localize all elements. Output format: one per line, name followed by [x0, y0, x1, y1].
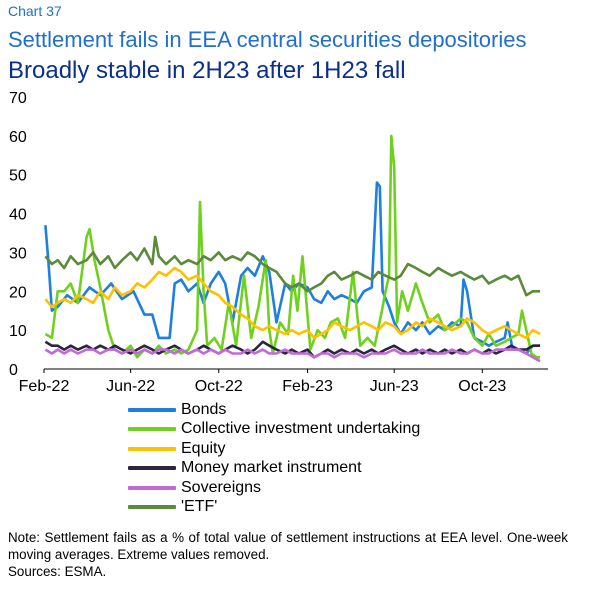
- legend-item: 'ETF': [128, 498, 420, 518]
- x-tick-label: Feb-23: [282, 378, 333, 395]
- legend-label: Sovereigns: [181, 478, 262, 496]
- y-tick-label: 20: [9, 284, 27, 301]
- x-tick-label: Oct-23: [458, 378, 506, 395]
- y-tick-label: 0: [9, 362, 18, 379]
- legend-swatch: [128, 505, 176, 510]
- y-tick-label: 50: [9, 168, 27, 185]
- footnote: Note: Settlement fails as a % of total v…: [8, 529, 568, 580]
- legend-label: Money market instrument: [181, 459, 362, 477]
- legend-swatch: [128, 485, 176, 490]
- legend-item: Equity: [128, 439, 420, 459]
- x-axis-ticks: Feb-22 Jun-22 Oct-22 Feb-23 Jun-23 Oct-23: [19, 369, 506, 395]
- x-tick-label: Jun-22: [106, 378, 155, 395]
- y-tick-label: 30: [9, 245, 27, 262]
- note-text: Note: Settlement fails as a % of total v…: [8, 530, 568, 562]
- legend-label: Bonds: [181, 400, 227, 418]
- legend-swatch: [128, 446, 176, 451]
- y-tick-label: 10: [9, 323, 27, 340]
- series-line-collective-investment-undertaking: [44, 134, 541, 359]
- series-lines: [44, 134, 541, 363]
- legend-item: Money market instrument: [128, 459, 420, 479]
- x-tick-label: Feb-22: [19, 378, 70, 395]
- legend-label: Equity: [181, 439, 226, 457]
- chart-title: Settlement fails in EEA central securiti…: [8, 27, 527, 52]
- sources-text: Sources: ESMA.: [8, 564, 107, 579]
- y-axis-ticks: 0 10 20 30 40 50 60 70: [9, 90, 27, 379]
- chart-number-label: Chart 37: [8, 3, 62, 19]
- legend-item: Sovereigns: [128, 478, 420, 498]
- series-line-sovereigns: [44, 348, 541, 363]
- series-line-bonds: [44, 181, 541, 355]
- legend: Bonds Collective investment undertaking Eq…: [128, 400, 420, 517]
- x-tick-label: Oct-22: [195, 378, 243, 395]
- series-line-etf: [44, 235, 541, 297]
- y-tick-label: 40: [9, 207, 27, 224]
- legend-swatch: [128, 466, 176, 471]
- legend-label: 'ETF': [181, 498, 218, 516]
- y-tick-label: 60: [9, 129, 27, 146]
- series-line-money-market-instrument: [44, 340, 541, 359]
- legend-item: Bonds: [128, 400, 420, 420]
- series-line-equity: [44, 266, 541, 340]
- x-tick-label: Jun-23: [370, 378, 419, 395]
- legend-swatch: [128, 427, 176, 432]
- legend-item: Collective investment undertaking: [128, 420, 420, 440]
- line-chart: 0 10 20 30 40 50 60 70 Feb-22 Jun-22 Oct-22 Feb-23…: [9, 90, 548, 395]
- chart-subtitle: Broadly stable in 2H23 after 1H23 fall: [8, 57, 406, 84]
- y-tick-label: 70: [9, 90, 27, 107]
- legend-swatch: [128, 407, 176, 412]
- legend-label: Collective investment undertaking: [181, 420, 421, 438]
